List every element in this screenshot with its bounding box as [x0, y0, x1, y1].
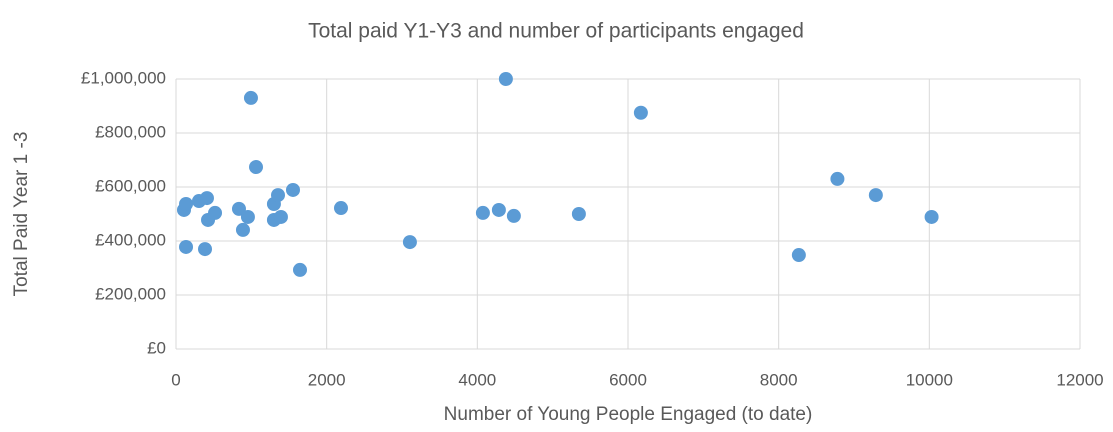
x-tick-label: 12000 — [1056, 370, 1103, 389]
point — [924, 209, 939, 224]
point — [271, 188, 286, 203]
point — [208, 205, 223, 220]
point — [506, 208, 521, 223]
x-axis-title: Number of Young People Engaged (to date) — [444, 404, 813, 425]
x-tick-label: 8000 — [760, 370, 798, 389]
point — [231, 201, 246, 216]
point — [249, 160, 264, 175]
y-tick-label: £200,000 — [95, 284, 166, 303]
point — [240, 209, 255, 224]
point — [179, 239, 194, 254]
y-tick-label: £0 — [147, 338, 166, 357]
point — [235, 222, 250, 237]
y-tick-label: £800,000 — [95, 122, 166, 141]
point — [498, 72, 513, 86]
x-tick-label: 10000 — [906, 370, 953, 389]
point — [292, 262, 307, 277]
point — [285, 182, 300, 197]
chart-title: Total paid Y1-Y3 and number of participa… — [308, 20, 804, 43]
point — [491, 202, 506, 217]
point — [402, 235, 417, 250]
point — [243, 90, 258, 105]
point — [830, 171, 845, 186]
x-tick-label: 6000 — [609, 370, 647, 389]
point — [868, 188, 883, 203]
x-tick-label: 2000 — [308, 370, 346, 389]
point — [273, 209, 288, 224]
point — [199, 191, 214, 206]
point — [475, 205, 490, 220]
y-tick-label: £400,000 — [95, 230, 166, 249]
point — [571, 207, 586, 221]
y-tick-label: £600,000 — [95, 176, 166, 195]
point — [179, 197, 194, 212]
point — [791, 248, 806, 263]
point — [198, 242, 213, 257]
x-tick-label: 4000 — [458, 370, 496, 389]
x-tick-label: 0 — [171, 370, 180, 389]
point — [333, 201, 348, 216]
y-axis-title: Total Paid Year 1 -3 — [11, 132, 32, 297]
point — [633, 105, 648, 120]
y-tick-label: £1,000,000 — [81, 68, 166, 87]
